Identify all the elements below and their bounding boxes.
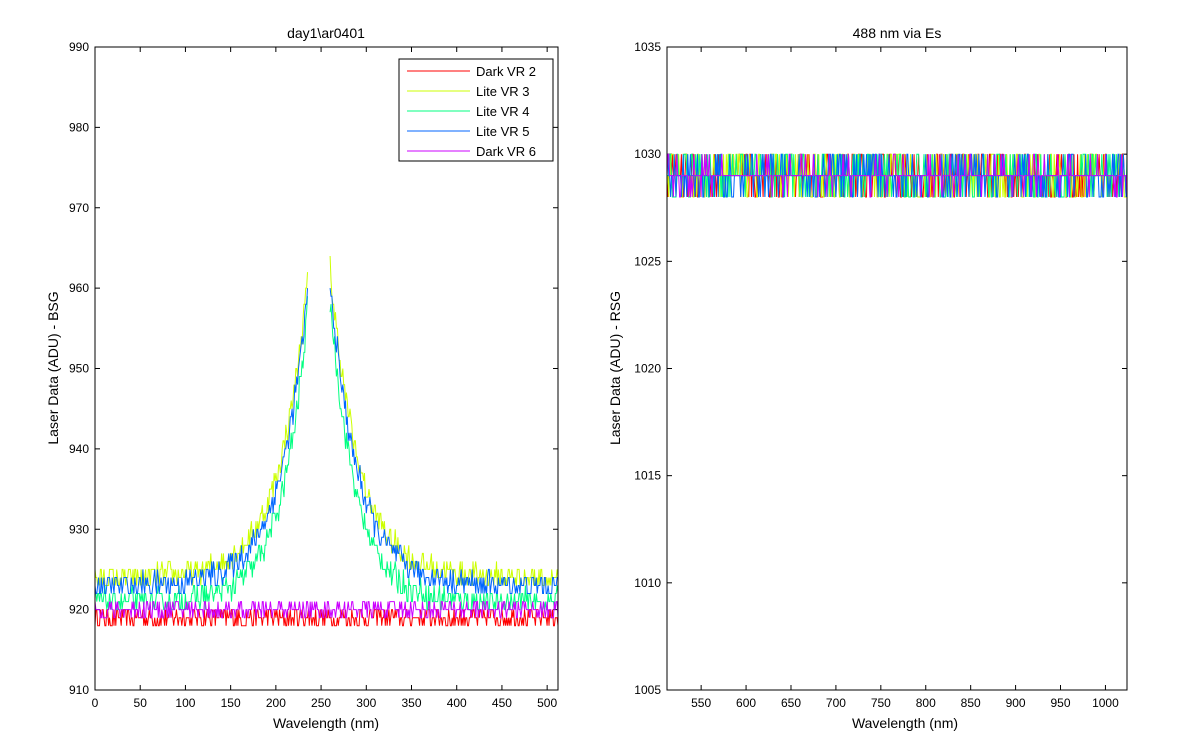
left-x-axis-label: Wavelength (nm) [273,715,379,731]
y-tick-label: 960 [69,281,89,295]
series-line-4 [329,288,558,594]
y-tick-label: 1010 [634,576,661,590]
legend-label: Dark VR 6 [476,144,536,159]
legend-label: Lite VR 3 [476,84,529,99]
legend-box [398,58,554,162]
x-tick-label: 950 [1051,696,1071,710]
legend-label: Lite VR 4 [476,104,529,119]
x-tick-label: 300 [356,696,376,710]
x-tick-label: 800 [916,696,936,710]
x-tick-label: 750 [871,696,891,710]
series-line-4 [94,288,308,594]
series-line-2 [94,272,308,586]
x-tick-label: 250 [311,696,331,710]
x-tick-label: 150 [221,696,241,710]
legend-items: Dark VR 2 Lite VR 3 Lite VR 4 Lite VR 5 Dark… [407,64,536,159]
y-tick-label: 940 [69,442,89,456]
x-tick-label: 400 [447,696,467,710]
x-tick-label: 450 [492,696,512,710]
right-plot-lines [666,153,1128,198]
y-tick-label: 1030 [634,147,661,161]
x-tick-label: 900 [1006,696,1026,710]
x-tick-label: 500 [537,696,557,710]
y-tick-label: 1035 [634,40,661,54]
series-line-5 [94,601,559,619]
series-line-2 [329,255,559,586]
x-tick-label: 0 [92,696,99,710]
right-chart-title: 488 nm via Es [853,25,942,41]
right-y-axis-label: Laser Data (ADU) - RSG [607,291,623,445]
y-tick-label: 970 [69,201,89,215]
y-tick-label: 1020 [634,362,661,376]
left-chart-title: day1\ar0401 [287,25,365,41]
y-tick-label: 910 [69,683,89,697]
y-tick-label: 990 [69,40,89,54]
y-tick-label: 1015 [634,469,661,483]
y-tick-label: 950 [69,362,89,376]
left-legend: Dark VR 2 Lite VR 3 Lite VR 4 Lite VR 5 Dark… [398,58,554,162]
right-chart: 488 nm via Es Wavelength (nm) Laser Data… [607,25,1128,731]
left-axes-box [94,46,559,691]
x-tick-label: 50 [134,696,148,710]
left-y-axis-label: Laser Data (ADU) - BSG [45,291,61,444]
y-tick-label: 1005 [634,683,661,697]
y-tick-label: 980 [69,120,89,134]
x-tick-label: 200 [266,696,286,710]
left-axis-ticks: 0 50 100 150 200 250 300 350 400 450 500 910 920 930 9… [69,40,558,710]
legend-label: Dark VR 2 [476,64,536,79]
series-line-3 [95,296,308,611]
series-line-5 [666,153,1128,198]
right-axes-box [666,46,1128,691]
x-tick-label: 650 [781,696,801,710]
x-tick-label: 600 [736,696,756,710]
left-chart: day1\ar0401 Wavelength (nm) Laser Data (… [45,25,559,731]
x-tick-label: 700 [826,696,846,710]
legend-label: Lite VR 5 [476,124,529,139]
y-tick-label: 1025 [634,254,661,268]
y-tick-label: 920 [69,603,89,617]
right-axis-ticks: 550 600 650 700 750 800 850 900 950 1000 1005 1010 1… [634,40,1127,710]
x-tick-label: 1000 [1092,696,1119,710]
x-tick-label: 550 [691,696,711,710]
x-tick-label: 350 [401,696,421,710]
y-tick-label: 930 [69,522,89,536]
x-tick-label: 100 [175,696,195,710]
x-tick-label: 850 [961,696,981,710]
right-x-axis-label: Wavelength (nm) [852,715,958,731]
left-plot-lines [94,255,559,627]
